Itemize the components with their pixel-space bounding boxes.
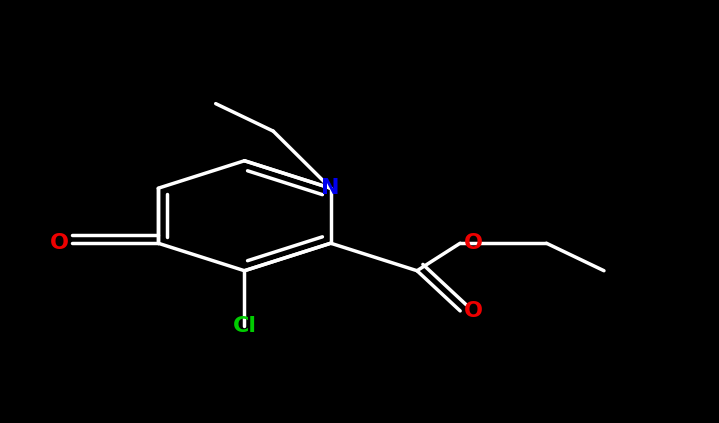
Text: O: O (464, 233, 482, 253)
Text: O: O (464, 301, 482, 321)
Text: Cl: Cl (232, 316, 257, 336)
Text: O: O (50, 233, 68, 253)
Text: N: N (321, 178, 340, 198)
